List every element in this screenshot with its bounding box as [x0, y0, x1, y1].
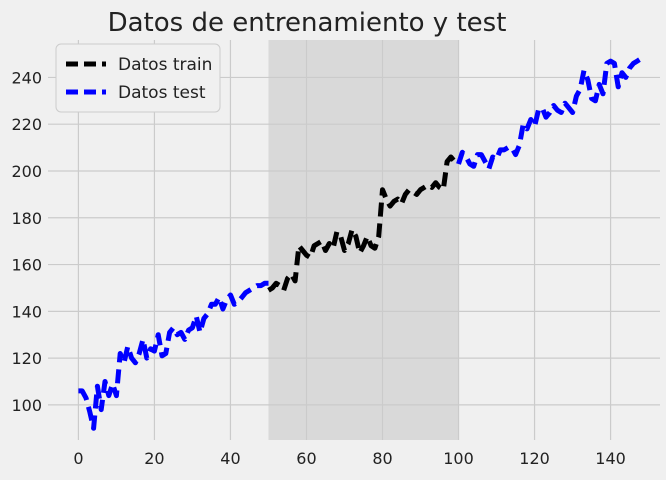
x-tick-label: 40 — [220, 449, 240, 468]
legend-box — [55, 43, 221, 113]
x-tick-label: 0 — [73, 449, 83, 468]
y-tick-label: 220 — [11, 115, 42, 134]
series-layer — [78, 54, 647, 431]
legend-label-train: Datos train — [118, 55, 212, 75]
tick-label-layer: 0 20 40 60 80 100 120 140 100 120 140 160 180 200 220 2… — [11, 68, 625, 468]
y-tick-label: 100 — [11, 396, 42, 415]
legend-label-test: Datos test — [118, 83, 206, 103]
x-tick-label: 120 — [519, 449, 550, 468]
x-tick-label: 60 — [296, 449, 316, 468]
y-tick-label: 200 — [11, 162, 42, 181]
x-tick-label: 100 — [443, 449, 474, 468]
chart-title: Datos de entrenamiento y test — [108, 8, 507, 38]
x-tick-label: 140 — [595, 449, 626, 468]
x-tick-label: 20 — [144, 449, 164, 468]
series-line-train — [267, 154, 460, 293]
series-line-test-2 — [456, 54, 647, 172]
y-tick-label: 180 — [11, 209, 42, 228]
y-tick-label: 160 — [11, 256, 42, 275]
y-tick-label: 120 — [11, 349, 42, 368]
y-tick-label: 140 — [11, 302, 42, 321]
x-tick-label: 80 — [372, 449, 392, 468]
series-line-test-0 — [78, 280, 269, 431]
legend: Datos train Datos test — [55, 43, 221, 113]
y-tick-label: 240 — [11, 68, 42, 87]
